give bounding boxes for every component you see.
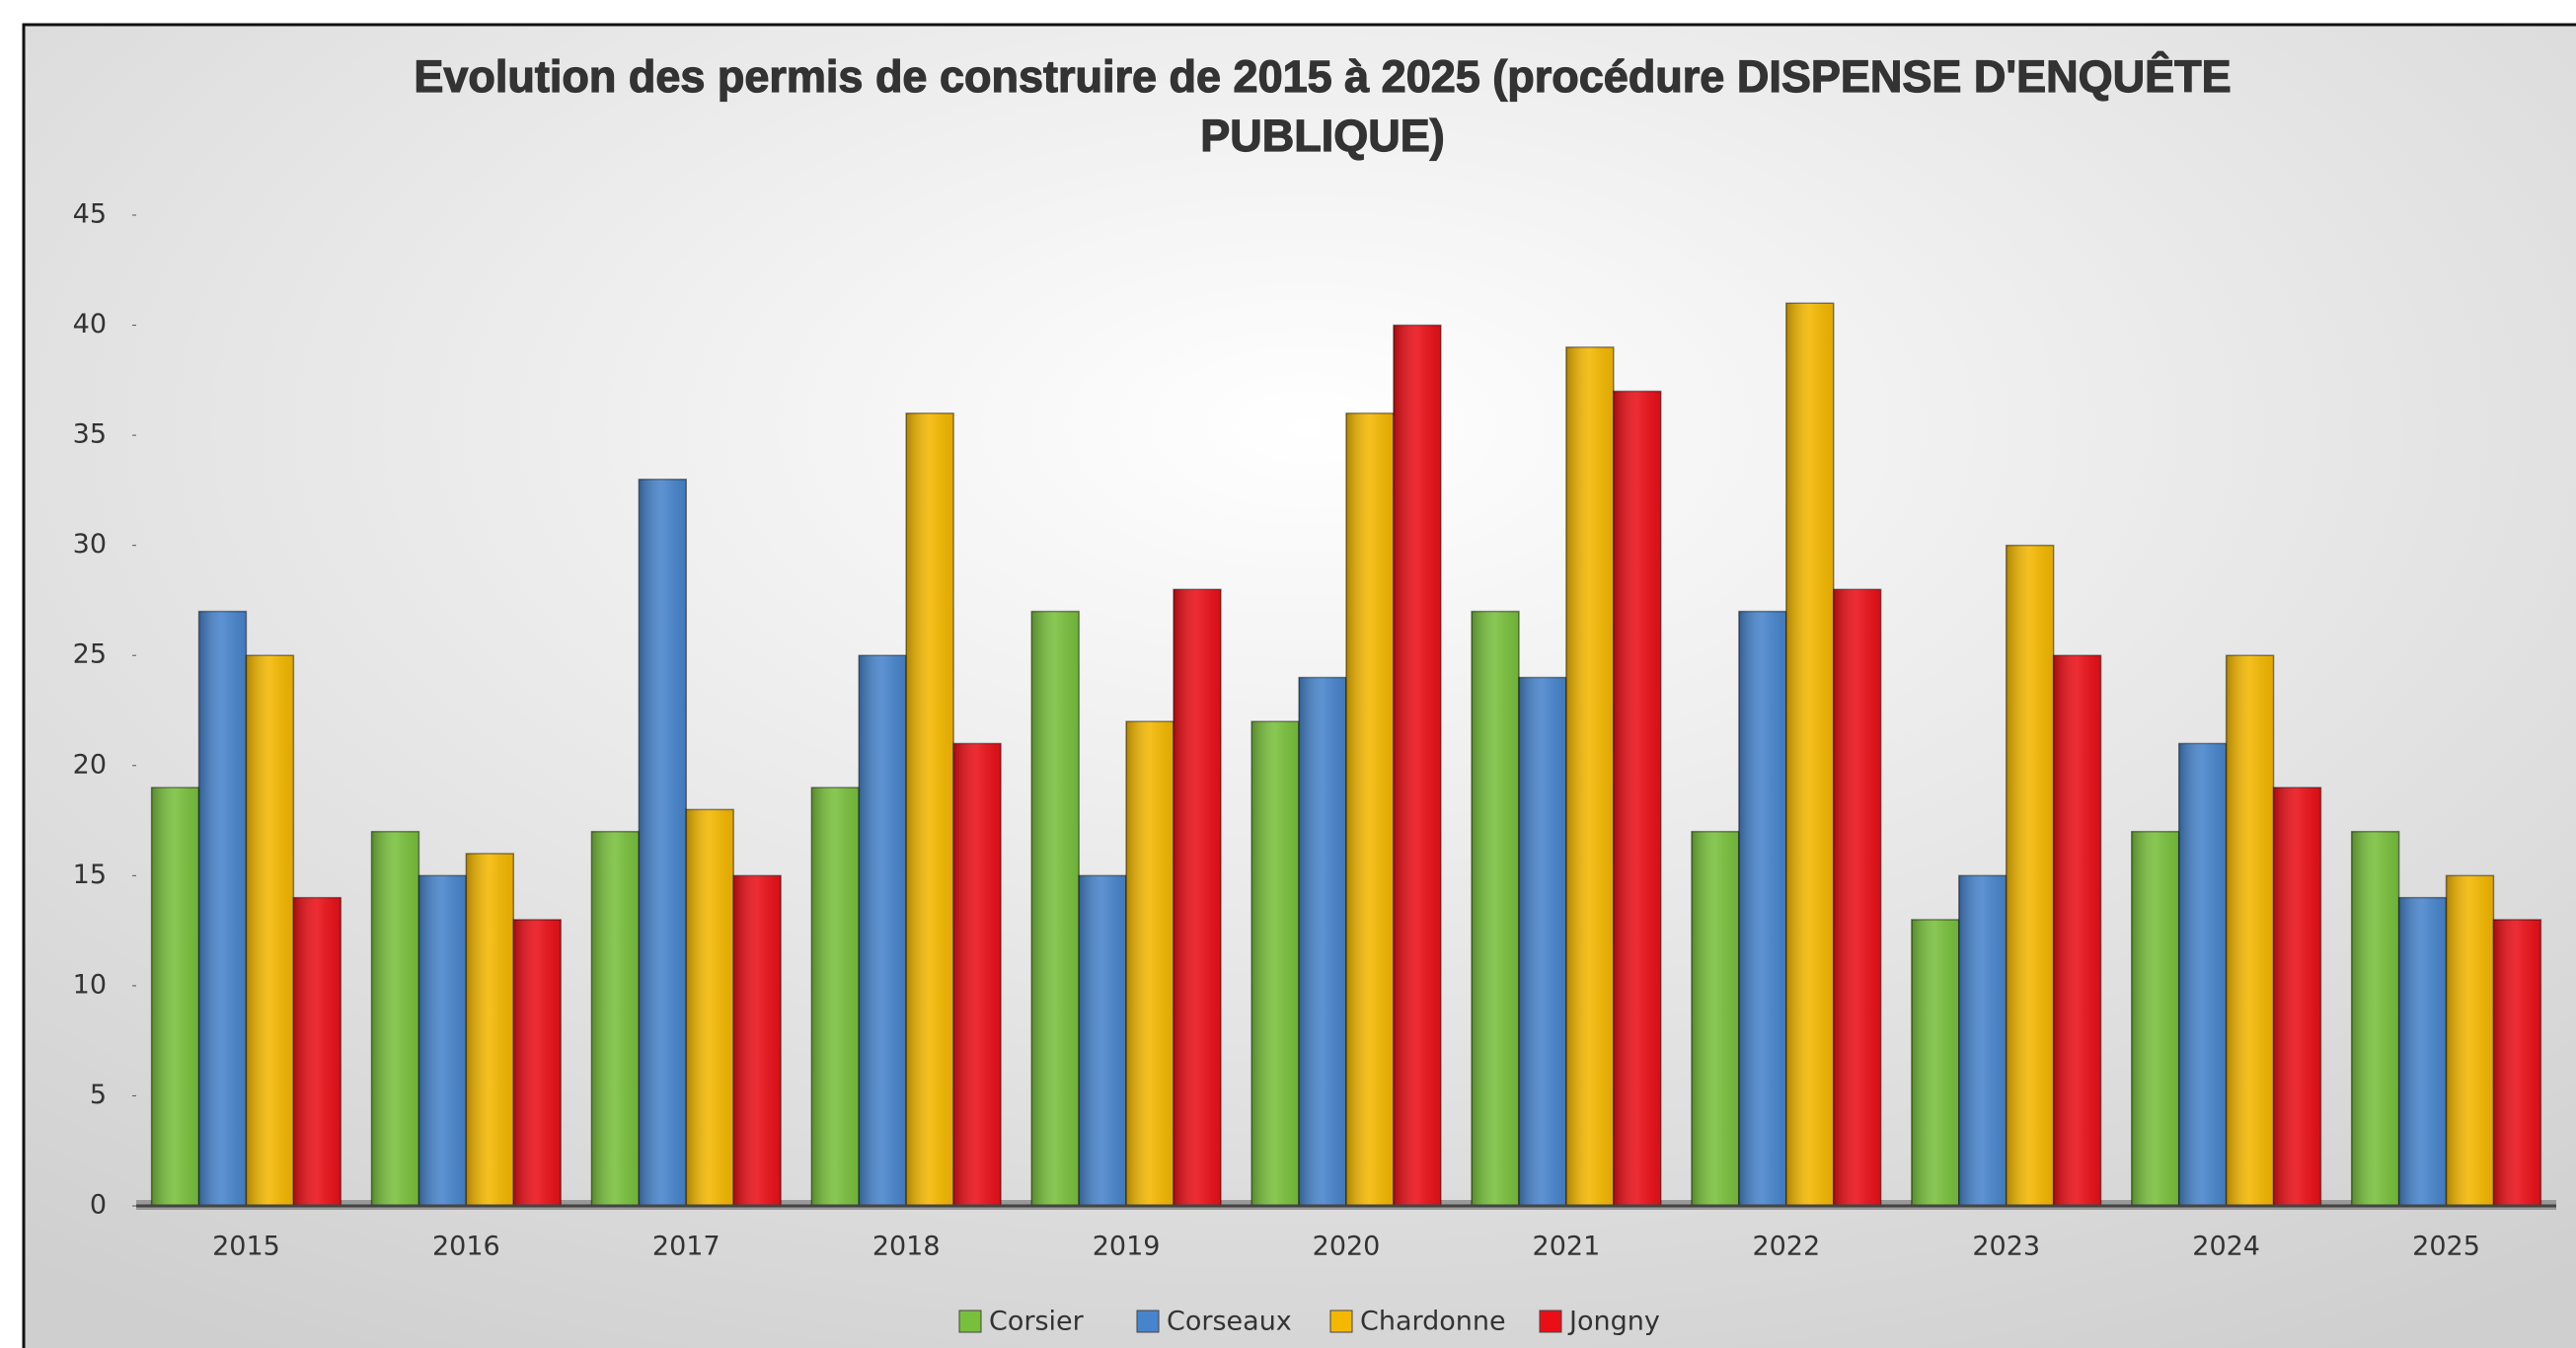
- y-tick-label: 40: [73, 309, 107, 339]
- x-tick-label: 2021: [1533, 1232, 1601, 1262]
- bar: [2445, 874, 2495, 1207]
- bar: [638, 478, 688, 1207]
- x-tick-label: 2020: [1313, 1232, 1381, 1262]
- bar: [2397, 896, 2448, 1207]
- bar: [1173, 588, 1222, 1207]
- bar: [1518, 676, 1567, 1207]
- bar: [1125, 720, 1174, 1207]
- bar: [245, 654, 295, 1207]
- y-tick-label: 45: [73, 199, 107, 230]
- bar: [905, 412, 954, 1207]
- bar: [370, 830, 420, 1207]
- bar: [197, 610, 248, 1207]
- y-tick-label: 10: [73, 969, 107, 1000]
- bar: [1832, 588, 1882, 1207]
- bar: [858, 654, 907, 1207]
- bar: [1565, 346, 1615, 1207]
- bar: [292, 896, 342, 1207]
- bar: [1738, 610, 1787, 1207]
- x-tick-label: 2024: [2192, 1232, 2260, 1262]
- bar: [1030, 610, 1080, 1207]
- x-tick-label: 2017: [652, 1232, 720, 1262]
- bar: [2131, 830, 2180, 1207]
- bar: [1078, 874, 1127, 1207]
- bar: [465, 853, 515, 1207]
- bar: [590, 830, 641, 1207]
- legend-label: Jongny: [1567, 1307, 1660, 1337]
- bar: [810, 786, 861, 1207]
- bar: [150, 786, 200, 1207]
- legend-swatch: [1136, 1310, 1160, 1333]
- bar: [512, 919, 562, 1207]
- legend-swatch: [1539, 1310, 1562, 1333]
- y-tick-label: 5: [90, 1080, 107, 1110]
- y-tick-label: 0: [90, 1190, 107, 1221]
- x-tick-label: 2023: [1972, 1232, 2040, 1262]
- bar: [1345, 412, 1395, 1207]
- bar: [417, 874, 468, 1207]
- bar: [1393, 324, 1442, 1207]
- bar: [2225, 654, 2275, 1207]
- bar: [1613, 390, 1662, 1207]
- x-tick-label: 2016: [432, 1232, 500, 1262]
- bar: [2177, 742, 2228, 1207]
- bar: [2005, 544, 2055, 1207]
- y-tick-label: 25: [73, 639, 107, 670]
- y-tick-label: 20: [73, 749, 107, 780]
- legend-label: Corsier: [989, 1307, 1085, 1337]
- legend-swatch: [1329, 1310, 1353, 1333]
- legend-swatch: [958, 1310, 982, 1333]
- bar: [2272, 786, 2322, 1207]
- y-tick-label: 35: [73, 419, 107, 450]
- x-tick-label: 2025: [2412, 1232, 2480, 1262]
- bar: [1298, 676, 1347, 1207]
- bar: [1471, 610, 1520, 1207]
- bar: [1250, 720, 1300, 1207]
- bar: [952, 742, 1002, 1207]
- x-tick-label: 2018: [872, 1232, 941, 1262]
- chart-title: Evolution des permis de construire de 20…: [414, 50, 2232, 161]
- legend-label: Chardonne: [1360, 1307, 1506, 1337]
- y-tick-label: 30: [73, 529, 107, 560]
- bar: [685, 808, 734, 1207]
- bar: [2492, 919, 2542, 1207]
- x-tick-label: 2015: [212, 1232, 280, 1262]
- bar: [1785, 302, 1835, 1207]
- legend-label: Corseaux: [1167, 1307, 1292, 1337]
- y-tick-label: 15: [73, 860, 107, 890]
- bar: [1691, 830, 1740, 1207]
- x-tick-label: 2019: [1093, 1232, 1161, 1262]
- bar: [2052, 654, 2102, 1207]
- bar: [1958, 874, 2008, 1207]
- bar: [732, 874, 782, 1207]
- bar: [1911, 919, 1960, 1207]
- x-tick-label: 2022: [1752, 1232, 1820, 1262]
- bar: [2350, 830, 2400, 1207]
